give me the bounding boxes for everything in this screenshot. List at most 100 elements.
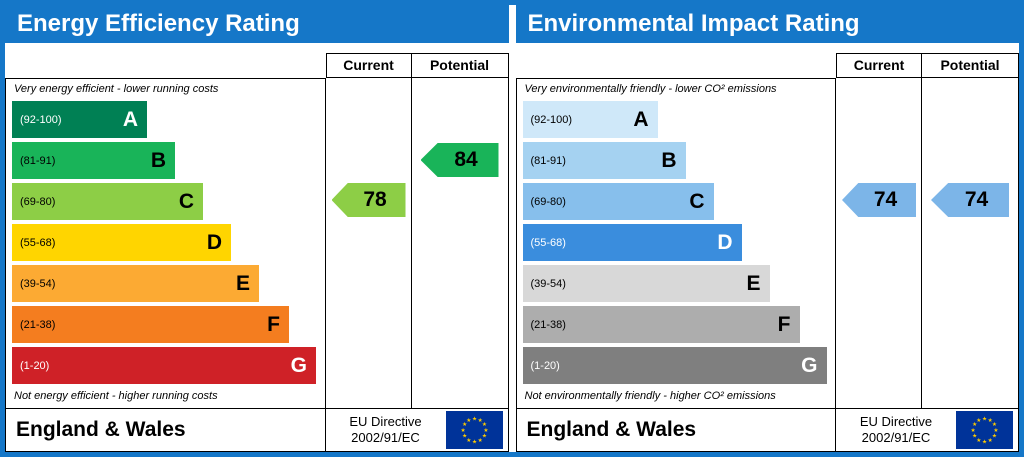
environmental-band-d: (55-68) D <box>522 224 742 261</box>
energy-current-column: 78 <box>326 78 412 408</box>
energy-band-d: (55-68) D <box>12 224 231 261</box>
svg-text:★: ★ <box>483 427 488 434</box>
svg-text:★: ★ <box>481 433 486 440</box>
energy-band-f: (21-38) F <box>12 306 289 343</box>
svg-text:★: ★ <box>992 433 997 440</box>
band-range: (92-100) <box>530 113 573 126</box>
band-row: (92-100) A <box>6 99 325 140</box>
svg-text:★: ★ <box>976 417 981 424</box>
svg-text:★: ★ <box>988 437 993 444</box>
svg-text:★: ★ <box>992 421 997 428</box>
svg-text:★: ★ <box>460 427 465 434</box>
band-row: (81-91) B <box>6 140 325 181</box>
band-letter: C <box>689 189 705 213</box>
energy-footer: England & Wales EU Directive 2002/91/EC … <box>5 408 509 452</box>
band-letter: D <box>206 230 222 254</box>
environmental-band-a: (92-100) A <box>522 101 658 138</box>
band-row: (55-68) D <box>6 222 325 263</box>
band-row: (39-54) E <box>517 263 836 304</box>
energy-band-chart: Very energy efficient - lower running co… <box>5 78 326 408</box>
band-letter: C <box>178 189 194 213</box>
band-range: (1-20) <box>530 359 560 372</box>
band-range: (69-80) <box>530 195 566 208</box>
svg-text:★: ★ <box>466 417 471 424</box>
energy-chart-body: Very energy efficient - lower running co… <box>5 78 509 408</box>
energy-header-spacer <box>5 53 326 78</box>
band-letter: E <box>746 271 761 295</box>
band-range: (81-91) <box>20 154 56 167</box>
band-range: (69-80) <box>20 195 56 208</box>
environmental-current-column: 74 <box>836 78 922 408</box>
svg-text:★: ★ <box>972 433 977 440</box>
environmental-header-spacer <box>516 53 837 78</box>
band-range: (1-20) <box>20 359 50 372</box>
band-letter: D <box>717 230 733 254</box>
environmental-band-g: (1-20) G <box>522 347 827 384</box>
eu-directive-group: EU Directive 2002/91/EC ★ ★ ★ ★ ★ ★ ★ <box>835 409 1018 451</box>
svg-text:★: ★ <box>477 417 482 424</box>
environmental-impact-panel: Environmental Impact Rating Current Pote… <box>515 5 1019 452</box>
svg-text:★: ★ <box>477 437 482 444</box>
svg-text:★: ★ <box>993 427 998 434</box>
band-range: (21-38) <box>20 318 56 331</box>
band-row: (21-38) F <box>517 304 836 345</box>
environmental-band-f: (21-38) F <box>522 306 800 343</box>
region-label: England & Wales <box>16 418 186 441</box>
eu-directive-group: EU Directive 2002/91/EC ★ ★ ★ ★ ★ ★ ★ <box>324 409 508 451</box>
environmental-current-rating-value: 74 <box>873 188 898 211</box>
environmental-potential-rating-arrow: 74 <box>931 183 1009 217</box>
environmental-band-e: (39-54) E <box>522 265 770 302</box>
region-label: England & Wales <box>526 418 697 441</box>
band-range: (39-54) <box>20 277 56 290</box>
eu-flag-icon: ★ ★ ★ ★ ★ ★ ★ ★ ★ ★ ★ ★ <box>956 411 1013 449</box>
energy-current-rating-arrow: 78 <box>331 183 406 217</box>
environmental-rating-table: Current Potential Very environmentally f… <box>515 53 1019 452</box>
band-range: (81-91) <box>530 154 566 167</box>
band-range: (39-54) <box>530 277 566 290</box>
band-range: (21-38) <box>530 318 566 331</box>
band-letter: A <box>633 107 649 131</box>
band-row: (39-54) E <box>6 263 325 304</box>
svg-text:★: ★ <box>462 433 467 440</box>
svg-text:★: ★ <box>471 416 476 423</box>
environmental-band-c: (69-80) C <box>522 183 714 220</box>
band-row: (81-91) B <box>517 140 836 181</box>
svg-text:★: ★ <box>481 421 486 428</box>
energy-band-c: (69-80) C <box>12 183 203 220</box>
band-range: (92-100) <box>20 113 62 126</box>
environmental-current-rating-arrow: 74 <box>842 183 916 217</box>
energy-band-g: (1-20) G <box>12 347 316 384</box>
environmental-footer: England & Wales EU Directive 2002/91/EC … <box>515 408 1019 452</box>
svg-text:★: ★ <box>462 421 467 428</box>
environmental-column-header-row: Current Potential <box>516 53 1019 78</box>
energy-potential-column-header: Potential <box>411 53 509 78</box>
band-letter: F <box>777 312 791 336</box>
svg-text:★: ★ <box>466 437 471 444</box>
band-letter: G <box>290 353 307 377</box>
eu-directive-text: EU Directive 2002/91/EC <box>349 414 422 445</box>
eu-directive-text: EU Directive 2002/91/EC <box>859 414 933 445</box>
energy-potential-rating-arrow: 84 <box>420 143 499 177</box>
energy-panel-title: Energy Efficiency Rating <box>5 5 509 43</box>
energy-current-column-header: Current <box>325 53 412 78</box>
energy-efficiency-panel: Energy Efficiency Rating Current Potenti… <box>5 5 509 452</box>
band-range: (55-68) <box>20 236 56 249</box>
environmental-top-note: Very environmentally friendly - lower CO… <box>524 83 777 95</box>
energy-potential-rating-value: 84 <box>454 148 478 171</box>
band-letter: A <box>122 107 138 131</box>
svg-text:★: ★ <box>976 437 981 444</box>
band-letter: B <box>661 148 677 172</box>
band-letter: B <box>150 148 166 172</box>
energy-band-e: (39-54) E <box>12 265 259 302</box>
environmental-current-column-header: Current <box>836 53 922 78</box>
band-letter: E <box>235 271 250 295</box>
svg-text:★: ★ <box>982 438 987 445</box>
environmental-bottom-note: Not environmentally friendly - higher CO… <box>524 390 776 402</box>
energy-bottom-note: Not energy efficient - higher running co… <box>14 390 218 402</box>
environmental-potential-column: 74 <box>922 78 1019 408</box>
svg-text:★: ★ <box>988 417 993 424</box>
energy-top-note: Very energy efficient - lower running co… <box>14 83 219 95</box>
band-row: (1-20) G <box>517 345 836 386</box>
band-letter: F <box>267 312 280 336</box>
environmental-potential-rating-value: 74 <box>964 188 989 211</box>
